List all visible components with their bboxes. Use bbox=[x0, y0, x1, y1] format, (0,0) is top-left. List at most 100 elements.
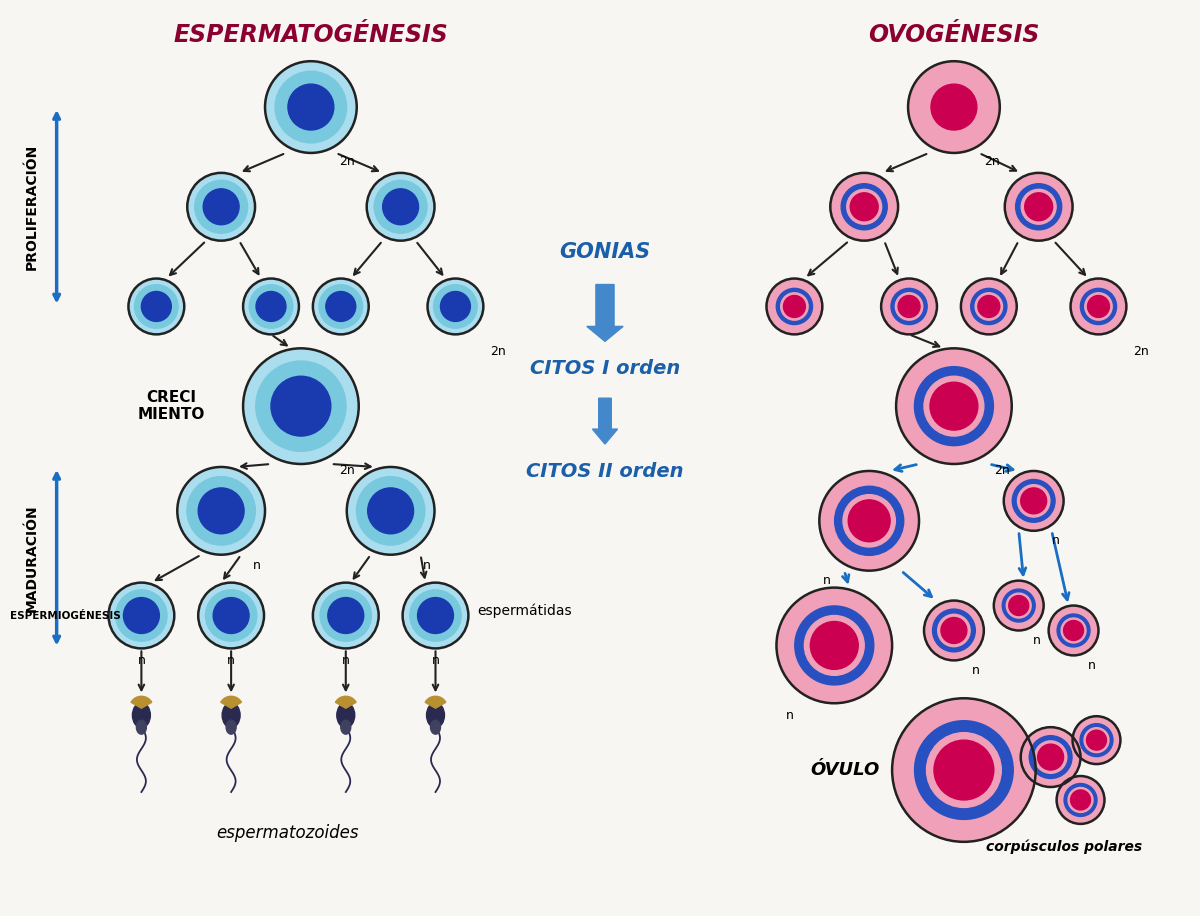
Circle shape bbox=[313, 278, 368, 334]
Circle shape bbox=[776, 289, 812, 324]
Circle shape bbox=[1080, 724, 1112, 757]
Circle shape bbox=[892, 698, 1036, 842]
Circle shape bbox=[1021, 727, 1080, 787]
Text: CRECI
MIENTO: CRECI MIENTO bbox=[138, 390, 205, 422]
Circle shape bbox=[924, 601, 984, 660]
Text: espermatozoides: espermatozoides bbox=[217, 823, 359, 842]
Text: corpúsculos polares: corpúsculos polares bbox=[985, 840, 1141, 854]
Circle shape bbox=[187, 476, 256, 545]
Circle shape bbox=[820, 471, 919, 571]
Circle shape bbox=[1021, 488, 1046, 514]
Circle shape bbox=[256, 291, 286, 322]
Circle shape bbox=[794, 606, 874, 685]
Circle shape bbox=[784, 296, 805, 318]
Circle shape bbox=[841, 184, 887, 230]
Wedge shape bbox=[221, 696, 241, 708]
Circle shape bbox=[941, 617, 967, 643]
Circle shape bbox=[914, 721, 1013, 820]
Circle shape bbox=[930, 382, 978, 431]
Text: 2n: 2n bbox=[338, 464, 354, 477]
Circle shape bbox=[328, 597, 364, 634]
Circle shape bbox=[1080, 289, 1116, 324]
Circle shape bbox=[932, 609, 976, 652]
Circle shape bbox=[1070, 790, 1091, 810]
Ellipse shape bbox=[226, 720, 236, 734]
Wedge shape bbox=[336, 696, 356, 708]
Circle shape bbox=[1057, 614, 1090, 647]
Text: n: n bbox=[1087, 659, 1096, 671]
Text: n: n bbox=[227, 654, 235, 667]
Circle shape bbox=[115, 590, 167, 641]
Ellipse shape bbox=[431, 720, 440, 734]
Circle shape bbox=[926, 733, 1001, 807]
Circle shape bbox=[205, 590, 257, 641]
Circle shape bbox=[418, 597, 454, 634]
Circle shape bbox=[1030, 736, 1072, 779]
Text: espermátidas: espermátidas bbox=[478, 604, 572, 617]
Ellipse shape bbox=[426, 703, 444, 727]
Circle shape bbox=[776, 587, 892, 703]
Circle shape bbox=[1038, 744, 1063, 770]
Circle shape bbox=[313, 583, 379, 649]
Circle shape bbox=[1021, 190, 1056, 224]
Circle shape bbox=[319, 285, 362, 328]
Circle shape bbox=[367, 488, 414, 534]
Circle shape bbox=[427, 278, 484, 334]
Text: MADURACIÓN: MADURACIÓN bbox=[25, 504, 38, 612]
Circle shape bbox=[1085, 293, 1112, 321]
Circle shape bbox=[978, 296, 1000, 318]
Circle shape bbox=[198, 488, 244, 534]
Text: n: n bbox=[786, 709, 793, 722]
Circle shape bbox=[1064, 783, 1097, 816]
Text: n: n bbox=[1051, 534, 1060, 547]
Circle shape bbox=[124, 597, 160, 634]
Circle shape bbox=[908, 61, 1000, 153]
Text: n: n bbox=[253, 559, 260, 572]
Circle shape bbox=[320, 590, 372, 641]
Circle shape bbox=[890, 289, 928, 324]
Circle shape bbox=[924, 376, 984, 436]
Circle shape bbox=[383, 189, 419, 224]
Circle shape bbox=[896, 348, 1012, 464]
Circle shape bbox=[410, 590, 461, 641]
Circle shape bbox=[1073, 716, 1121, 764]
Text: 2n: 2n bbox=[994, 464, 1009, 477]
Circle shape bbox=[1004, 173, 1073, 241]
Circle shape bbox=[128, 278, 185, 334]
Circle shape bbox=[1049, 605, 1098, 656]
Circle shape bbox=[1009, 595, 1028, 616]
Circle shape bbox=[1070, 278, 1127, 334]
Circle shape bbox=[198, 583, 264, 649]
Text: ESPERMIOGÉNESIS: ESPERMIOGÉNESIS bbox=[10, 611, 120, 620]
Circle shape bbox=[1007, 593, 1031, 618]
Text: n: n bbox=[1033, 634, 1040, 647]
Circle shape bbox=[847, 190, 882, 224]
Text: n: n bbox=[432, 654, 439, 667]
Circle shape bbox=[1068, 788, 1093, 812]
Circle shape bbox=[1025, 192, 1052, 221]
Circle shape bbox=[374, 180, 427, 234]
Text: 2n: 2n bbox=[1133, 344, 1150, 358]
Circle shape bbox=[971, 289, 1007, 324]
Circle shape bbox=[194, 180, 247, 234]
Circle shape bbox=[356, 476, 425, 545]
Text: 2n: 2n bbox=[984, 156, 1000, 169]
Circle shape bbox=[250, 285, 293, 328]
Circle shape bbox=[1015, 184, 1062, 230]
Circle shape bbox=[265, 61, 356, 153]
Circle shape bbox=[1084, 727, 1109, 753]
Circle shape bbox=[108, 583, 174, 649]
Text: PROLIFERACIÓN: PROLIFERACIÓN bbox=[25, 144, 38, 270]
Circle shape bbox=[767, 278, 822, 334]
Text: n: n bbox=[138, 654, 145, 667]
Circle shape bbox=[1061, 618, 1086, 643]
Text: GONIAS: GONIAS bbox=[559, 242, 650, 262]
Ellipse shape bbox=[341, 720, 350, 734]
Circle shape bbox=[994, 581, 1044, 630]
Circle shape bbox=[326, 291, 355, 322]
Circle shape bbox=[1086, 730, 1106, 750]
Ellipse shape bbox=[137, 720, 146, 734]
Circle shape bbox=[781, 293, 808, 321]
Circle shape bbox=[1002, 589, 1036, 622]
Circle shape bbox=[881, 278, 937, 334]
